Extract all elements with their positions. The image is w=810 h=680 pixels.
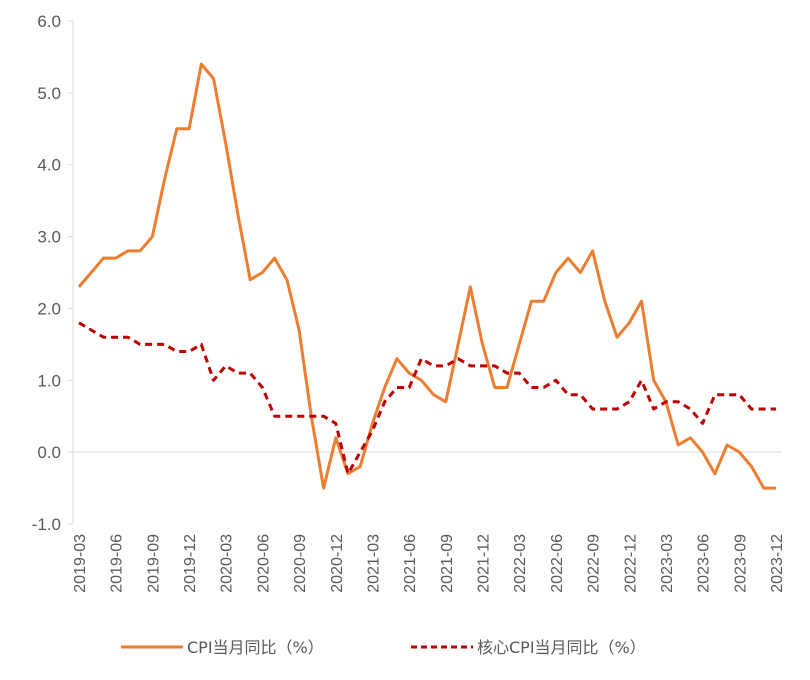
cpi-series-line: [77, 62, 776, 490]
legend-label-core-cpi: 核心CPI当月同比（%）: [477, 638, 646, 657]
x-tick-label: 2019-06: [109, 534, 126, 593]
y-tick-label: -1.0: [32, 515, 61, 534]
x-tick-label: 2023-12: [769, 534, 786, 593]
core-cpi-series-line: [78, 321, 776, 476]
x-tick-label: 2020-09: [292, 534, 309, 593]
x-axis: 2019-03 2019-06 2019-09 2019-12 2020-03 2020-…: [72, 451, 786, 593]
x-tick-label: 2021-09: [439, 534, 456, 593]
x-tick-label: 2019-03: [72, 534, 89, 593]
y-tick-label: 3.0: [37, 228, 61, 247]
x-tick-label: 2019-12: [182, 534, 199, 593]
x-tick-label: 2020-03: [219, 534, 236, 593]
y-tick-label: 2.0: [37, 299, 61, 318]
x-tick-label: 2021-06: [402, 534, 419, 593]
y-tick-label: 1.0: [37, 371, 61, 390]
y-tick-label: 0.0: [37, 443, 61, 462]
y-tick-label: 6.0: [37, 12, 61, 31]
legend: CPI当月同比（%） 核心CPI当月同比（%）: [121, 638, 646, 657]
x-tick-label: 2020-12: [329, 534, 346, 593]
x-tick-label: 2022-12: [622, 534, 639, 593]
x-tick-label: 2022-06: [549, 534, 566, 593]
legend-label-cpi: CPI当月同比（%）: [187, 638, 324, 657]
x-tick-label: 2022-09: [586, 534, 603, 593]
x-tick-label: 2019-09: [145, 534, 162, 593]
x-tick-label: 2021-03: [365, 534, 382, 593]
x-tick-label: 2023-09: [732, 534, 749, 593]
x-tick-label: 2023-06: [696, 534, 713, 593]
x-tick-label: 2022-03: [512, 534, 529, 593]
y-tick-label: 5.0: [37, 84, 61, 103]
series-lines: [77, 62, 776, 490]
x-tick-label: 2020-06: [255, 534, 272, 593]
y-tick-label: 4.0: [37, 156, 61, 175]
x-tick-label: 2021-12: [476, 534, 493, 593]
x-tick-label: 2023-03: [659, 534, 676, 593]
y-axis: 6.0 5.0 4.0 3.0 2.0 1.0 0.0 -1.0: [32, 12, 74, 534]
